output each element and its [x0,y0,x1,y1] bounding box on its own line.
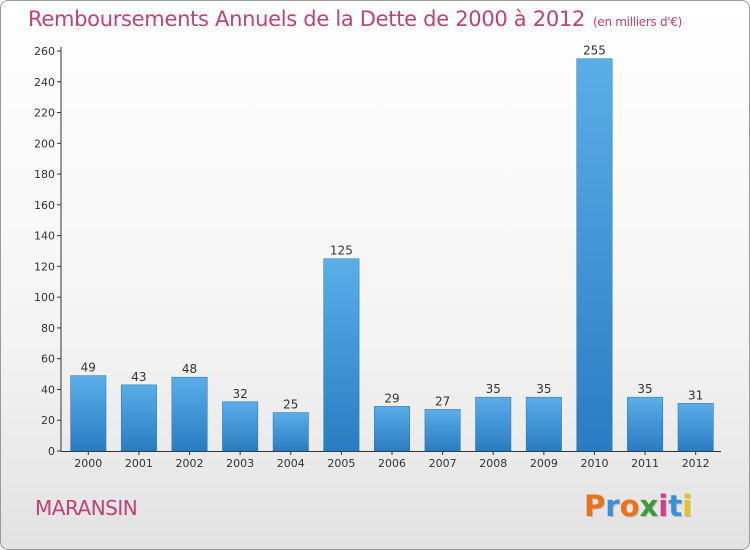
y-tick-label: 0 [48,445,55,458]
logo-letter: i [658,489,669,523]
bar-value-label: 35 [486,382,501,396]
logo-letter: i [682,489,693,523]
x-tick-label: 2007 [429,457,457,470]
bar-2003 [222,401,259,452]
logo-letter: r [605,489,620,523]
bar-2009 [525,396,562,452]
y-tick-label: 180 [34,168,55,181]
y-tick-label: 140 [34,230,55,243]
bar-value-label: 32 [233,387,248,401]
y-tick-label: 80 [41,322,55,335]
logo-letter: o [619,489,640,523]
bar-2011 [627,396,664,452]
y-tick-label: 220 [34,107,55,120]
chart-axes: 0 20 40 60 80 100 120 140 160 180 200 220 240 260 2000… [34,45,721,470]
bar-2012 [677,403,714,452]
bar-value-label: 35 [536,382,551,396]
chart-title-text: Remboursements Annuels de la Dette de 20… [28,7,585,31]
x-tick-label: 2012 [682,457,710,470]
bar-value-label: 35 [637,382,652,396]
y-tick-label: 60 [41,353,55,366]
bar-value-label: 43 [131,370,146,384]
x-tick-label: 2005 [327,457,355,470]
y-tick-label: 160 [34,199,55,212]
bar-2010 [576,58,613,452]
y-tick-label: 20 [41,414,55,427]
bar-value-label: 27 [435,394,450,408]
bar-2005 [323,258,360,452]
x-tick-label: 2011 [631,457,659,470]
bar-value-label: 125 [330,244,353,258]
bar-value-label: 255 [583,44,606,58]
y-tick-label: 40 [41,383,55,396]
y-tick-label: 240 [34,76,55,89]
logo-letter: t [668,489,683,523]
bar-2002 [171,376,208,452]
commune-name: MARANSIN [35,496,138,520]
x-tick-label: 2000 [74,457,102,470]
bar-2000 [70,375,107,452]
logo-letter: x [639,489,659,523]
x-tick-label: 2010 [580,457,608,470]
bar-value-label: 25 [283,398,298,412]
bar-2007 [424,409,461,452]
y-tick-label: 120 [34,260,55,273]
bar-value-label: 29 [384,391,399,405]
y-tick-label: 100 [34,291,55,304]
logo-letter: P [584,489,606,523]
bar-2004 [272,412,309,452]
chart-bars: 49 43 48 32 25 125 29 27 35 35 255 35 31 [70,44,714,452]
bar-value-label: 31 [688,388,703,402]
proxiti-logo: Proxiti [584,489,692,523]
bar-value-label: 48 [182,362,197,376]
x-tick-label: 2006 [378,457,406,470]
x-tick-label: 2001 [125,457,153,470]
bar-value-label: 49 [81,361,96,375]
x-tick-label: 2009 [530,457,558,470]
bar-2008 [475,396,512,452]
bar-2001 [120,384,157,452]
y-tick-label: 260 [34,45,55,58]
bar-2006 [374,406,410,452]
x-tick-label: 2004 [277,457,305,470]
x-tick-label: 2008 [479,457,507,470]
x-tick-label: 2003 [226,457,254,470]
chart-title: Remboursements Annuels de la Dette de 20… [28,7,682,31]
chart-unit: (en milliers d'€) [593,15,683,29]
x-tick-label: 2002 [176,457,204,470]
y-tick-label: 200 [34,137,55,150]
